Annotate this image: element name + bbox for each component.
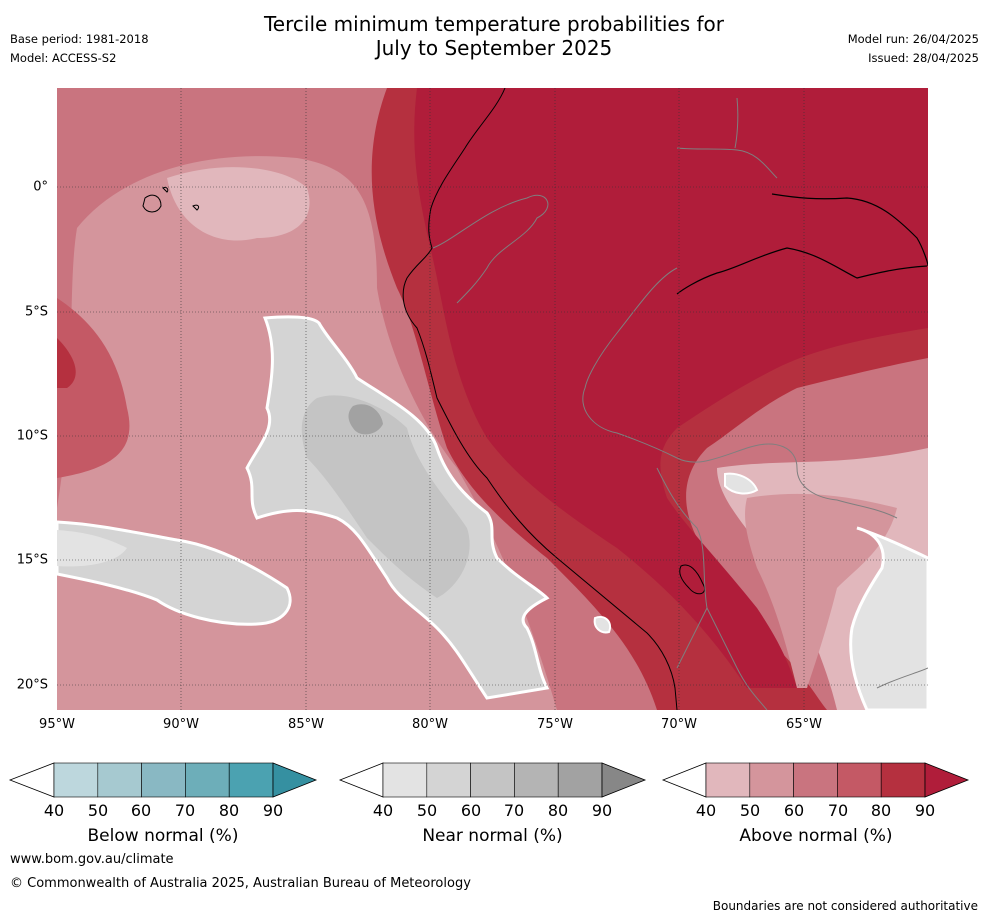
below-normal-label: Below normal (%) xyxy=(87,826,239,846)
near-tick-90: 90 xyxy=(591,801,613,820)
border-venezuela-brazil xyxy=(676,97,778,179)
near-normal-southwest-lighter xyxy=(57,530,127,567)
model-text: Model: ACCESS-S2 xyxy=(10,51,117,65)
near-segment-50 xyxy=(426,762,471,798)
lat-tick-5s: 5°S xyxy=(24,304,48,320)
galapagos-island-main xyxy=(142,194,162,213)
website-text: www.bom.gov.au/climate xyxy=(10,852,174,867)
above-tick-90: 90 xyxy=(914,801,936,820)
below-tick-40: 40 xyxy=(43,801,65,820)
above-tick-80: 80 xyxy=(870,801,892,820)
near-segment-80 xyxy=(557,762,603,798)
border-bolivia-peru xyxy=(656,467,708,669)
near-extend-low xyxy=(338,762,384,798)
southeast-above-50-region xyxy=(745,493,897,688)
model-run-text: Model run: 26/04/2025 xyxy=(847,32,979,46)
above-extend-low xyxy=(661,762,707,798)
colorbar-below-normal xyxy=(8,762,318,798)
lon-tick-65w: 65°W xyxy=(786,717,822,732)
above-tick-70: 70 xyxy=(827,801,849,820)
above-tick-40: 40 xyxy=(695,801,717,820)
lat-tick-10s: 10°S xyxy=(16,428,48,444)
lon-tick-95w: 95°W xyxy=(39,717,75,732)
near-normal-darkest-spot xyxy=(348,404,383,435)
below-extend-low xyxy=(8,762,55,798)
below-tick-90: 90 xyxy=(262,801,284,820)
near-normal-southeast-region xyxy=(849,526,928,710)
below-segment-70 xyxy=(185,762,230,798)
below-tick-50: 50 xyxy=(87,801,109,820)
lon-tick-85w: 85°W xyxy=(288,717,324,732)
near-normal-label: Near normal (%) xyxy=(422,826,563,846)
above-extend-high xyxy=(924,762,970,798)
ocean-west-above-80 xyxy=(57,338,76,388)
colorbar-near-normal xyxy=(338,762,647,798)
below-extend-high xyxy=(272,762,318,798)
near-tick-50: 50 xyxy=(416,801,438,820)
disclaimer-text: Boundaries are not considered authoritat… xyxy=(712,899,978,913)
lat-tick-15s: 15°S xyxy=(16,552,48,568)
probability-map xyxy=(57,88,928,710)
copyright-text: © Commonwealth of Australia 2025, Austra… xyxy=(10,876,471,891)
near-segment-70 xyxy=(514,762,559,798)
above-segment-50 xyxy=(749,762,794,798)
ocean-west-above-70 xyxy=(57,298,130,478)
lon-tick-90w: 90°W xyxy=(163,717,199,732)
above-segment-40 xyxy=(705,762,751,798)
near-tick-80: 80 xyxy=(547,801,569,820)
below-tick-60: 60 xyxy=(130,801,152,820)
issued-text: Issued: 28/04/2025 xyxy=(868,51,979,65)
above-tick-50: 50 xyxy=(739,801,761,820)
border-colombia-peru xyxy=(432,194,549,304)
above-segment-70 xyxy=(837,762,882,798)
lat-tick-20s: 20°S xyxy=(16,677,48,693)
near-tick-40: 40 xyxy=(372,801,394,820)
amazon-river xyxy=(676,193,928,295)
colorbars xyxy=(8,762,970,798)
below-segment-80 xyxy=(228,762,274,798)
base-period-text: Base period: 1981-2018 xyxy=(10,32,149,46)
title-line-1: Tercile minimum temperature probabilitie… xyxy=(263,12,725,36)
above-segment-60 xyxy=(793,762,838,798)
land-above-90-region xyxy=(414,88,928,688)
near-normal-island-1 xyxy=(724,472,759,495)
near-normal-island-2 xyxy=(593,616,611,634)
near-segment-60 xyxy=(470,762,515,798)
near-extend-high xyxy=(601,762,647,798)
below-tick-80: 80 xyxy=(218,801,240,820)
lon-tick-80w: 80°W xyxy=(412,717,448,732)
border-brazil-bolivia xyxy=(676,443,898,519)
lat-tick-0: 0° xyxy=(33,179,48,195)
colorbar-above-normal xyxy=(661,762,970,798)
below-segment-40 xyxy=(53,762,99,798)
border-argentina-paraguay xyxy=(876,667,928,689)
galapagos-island-2 xyxy=(162,187,169,193)
lon-tick-75w: 75°W xyxy=(537,717,573,732)
above-segment-80 xyxy=(880,762,926,798)
title-line-2: July to September 2025 xyxy=(375,36,613,60)
near-normal-darker-core xyxy=(301,395,470,598)
border-bolivia-chile xyxy=(706,607,768,710)
above-tick-60: 60 xyxy=(783,801,805,820)
above-normal-label: Above normal (%) xyxy=(739,826,893,846)
below-segment-50 xyxy=(97,762,142,798)
below-tick-70: 70 xyxy=(174,801,196,820)
near-segment-40 xyxy=(382,762,428,798)
near-tick-60: 60 xyxy=(460,801,482,820)
ocean-north-above-40 xyxy=(167,167,310,241)
south-america-coastline xyxy=(402,88,678,710)
below-segment-60 xyxy=(141,762,186,798)
galapagos-island-3 xyxy=(192,204,200,211)
near-tick-70: 70 xyxy=(503,801,525,820)
map-title: Tercile minimum temperature probabilitie… xyxy=(0,12,988,60)
lake-titicaca xyxy=(679,564,705,595)
lon-tick-70w: 70°W xyxy=(661,717,697,732)
border-brazil-peru xyxy=(582,267,678,459)
